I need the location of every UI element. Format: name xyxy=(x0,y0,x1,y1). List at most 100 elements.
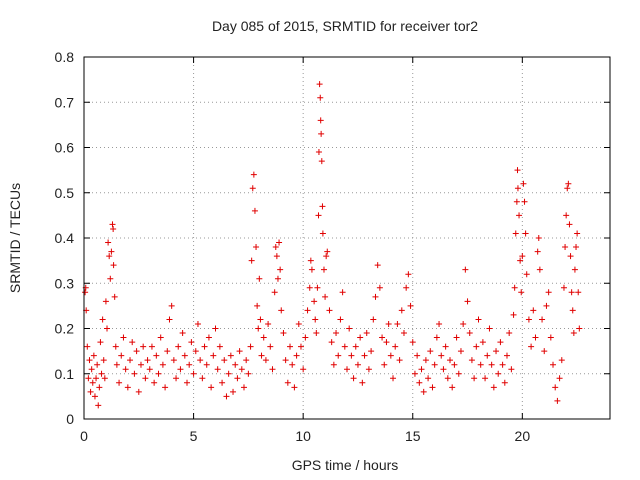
data-point xyxy=(352,343,359,350)
data-point xyxy=(120,334,127,341)
data-point xyxy=(422,357,429,364)
data-point xyxy=(479,339,486,346)
data-point xyxy=(359,379,366,386)
data-point xyxy=(186,361,193,368)
data-point xyxy=(133,348,140,355)
data-point xyxy=(539,316,546,323)
data-point xyxy=(460,320,467,327)
data-point xyxy=(368,348,375,355)
data-point xyxy=(495,370,502,377)
data-point xyxy=(318,158,325,165)
data-point xyxy=(341,343,348,350)
data-point xyxy=(245,370,252,377)
data-point xyxy=(278,307,285,314)
data-point xyxy=(536,266,543,273)
data-point xyxy=(100,357,107,364)
data-point xyxy=(236,348,243,355)
data-point xyxy=(232,361,239,368)
data-point xyxy=(385,320,392,327)
data-point xyxy=(90,352,97,359)
data-point xyxy=(473,343,480,350)
data-point xyxy=(221,357,228,364)
data-point xyxy=(576,325,583,332)
data-point xyxy=(192,348,199,355)
data-point xyxy=(396,357,403,364)
data-point xyxy=(157,334,164,341)
data-point xyxy=(511,284,518,291)
data-point xyxy=(370,316,377,323)
data-point xyxy=(545,289,552,296)
data-point xyxy=(328,339,335,346)
data-point xyxy=(482,375,489,382)
data-point xyxy=(208,384,215,391)
data-point xyxy=(86,357,93,364)
data-point xyxy=(250,171,257,178)
data-point xyxy=(521,198,528,205)
data-point xyxy=(468,357,475,364)
data-point xyxy=(297,343,304,350)
data-point xyxy=(166,316,173,323)
data-point xyxy=(89,379,96,386)
data-point xyxy=(98,370,105,377)
data-point xyxy=(300,366,307,373)
data-point xyxy=(324,248,331,255)
data-point xyxy=(490,384,497,391)
data-point xyxy=(558,357,565,364)
data-point xyxy=(471,375,478,382)
data-point xyxy=(127,357,134,364)
data-point xyxy=(129,339,136,346)
data-point xyxy=(210,352,217,359)
data-point xyxy=(475,316,482,323)
data-point xyxy=(175,343,182,350)
data-point xyxy=(93,375,100,382)
data-point xyxy=(405,271,412,278)
data-point xyxy=(248,257,255,264)
data-point xyxy=(251,207,258,214)
data-point xyxy=(523,271,530,278)
data-point xyxy=(425,375,432,382)
grid-lines xyxy=(84,57,610,419)
y-tick-label: 0.7 xyxy=(55,94,75,110)
data-point xyxy=(256,275,263,282)
data-point xyxy=(335,352,342,359)
data-point xyxy=(113,361,120,368)
data-point xyxy=(374,262,381,269)
data-point xyxy=(91,393,98,400)
data-point xyxy=(87,388,94,395)
data-point xyxy=(97,339,104,346)
data-point xyxy=(556,375,563,382)
data-point xyxy=(258,352,265,359)
data-point xyxy=(316,81,323,88)
data-point xyxy=(543,302,550,309)
data-point xyxy=(199,375,206,382)
data-point xyxy=(433,334,440,341)
data-point xyxy=(431,361,438,368)
data-point xyxy=(477,361,484,368)
data-point xyxy=(414,352,421,359)
data-point xyxy=(135,388,142,395)
data-point xyxy=(346,325,353,332)
data-point xyxy=(499,361,506,368)
data-point xyxy=(400,330,407,337)
data-point xyxy=(514,185,521,192)
data-point xyxy=(519,253,526,260)
data-point xyxy=(94,361,101,368)
data-point xyxy=(293,352,300,359)
data-point xyxy=(565,180,572,187)
data-point xyxy=(534,248,541,255)
data-point xyxy=(339,289,346,296)
data-point xyxy=(295,320,302,327)
data-point xyxy=(552,384,559,391)
data-point xyxy=(319,203,326,210)
data-point xyxy=(304,307,311,314)
data-point xyxy=(550,361,557,368)
data-point xyxy=(96,384,103,391)
data-point xyxy=(403,284,410,291)
data-point xyxy=(323,253,330,260)
data-point xyxy=(82,289,89,296)
data-point xyxy=(486,325,493,332)
data-point xyxy=(387,352,394,359)
data-point xyxy=(277,266,284,273)
data-point xyxy=(173,375,180,382)
data-point xyxy=(257,316,264,323)
